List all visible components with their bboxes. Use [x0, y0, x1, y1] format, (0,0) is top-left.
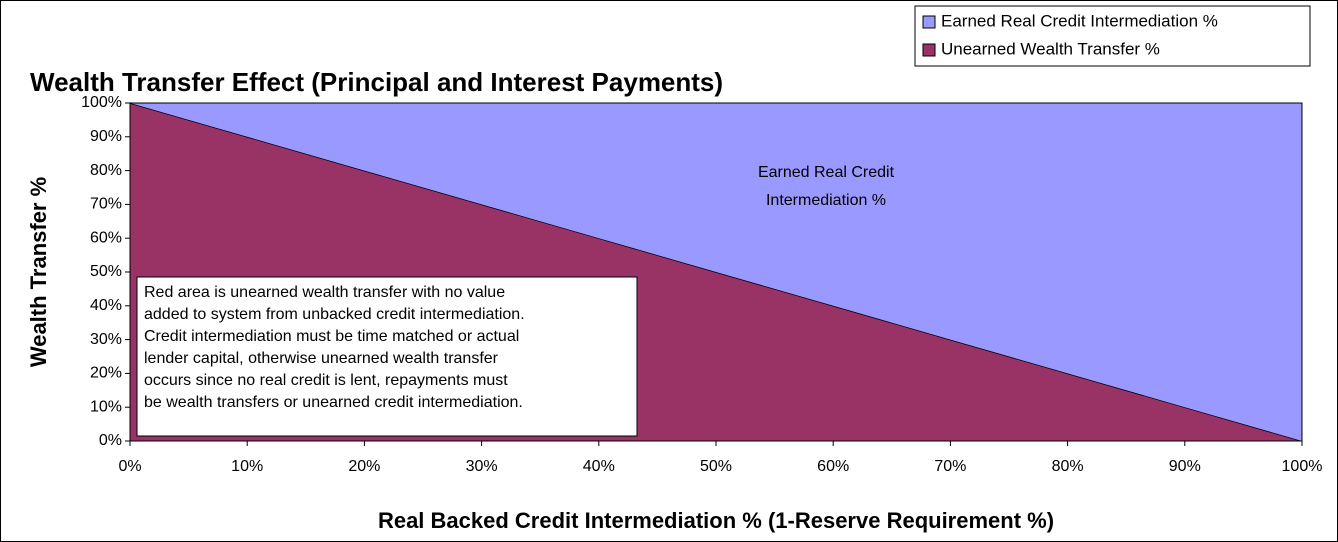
- y-tick-label: 80%: [90, 162, 122, 179]
- x-tick-label: 10%: [231, 458, 263, 475]
- x-tick-label: 60%: [817, 458, 849, 475]
- y-tick-label: 0%: [99, 432, 122, 449]
- x-tick-label: 0%: [118, 458, 141, 475]
- legend-swatch: [922, 43, 936, 57]
- legend-label: Earned Real Credit Intermediation %: [941, 11, 1218, 30]
- annotation-line: be wealth transfers or unearned credit i…: [144, 394, 523, 411]
- legend-box: [914, 5, 1311, 67]
- x-tick-label: 40%: [583, 458, 615, 475]
- y-tick-label: 30%: [90, 331, 122, 348]
- y-tick-label: 70%: [90, 196, 122, 213]
- chart-title: Wealth Transfer Effect (Principal and In…: [30, 67, 723, 97]
- x-tick-label: 100%: [1282, 458, 1323, 475]
- x-tick-label: 90%: [1169, 458, 1201, 475]
- x-tick-label: 30%: [466, 458, 498, 475]
- x-axis-label: Real Backed Credit Intermediation % (1-R…: [378, 508, 1054, 533]
- y-tick-label: 40%: [90, 297, 122, 314]
- annotation-line: added to system from unbacked credit int…: [144, 306, 525, 323]
- x-tick-label: 70%: [934, 458, 966, 475]
- annotation-line: Credit intermediation must be time match…: [144, 328, 519, 345]
- annotation-line: occurs since no real credit is lent, rep…: [144, 372, 508, 389]
- y-axis-label: Wealth Transfer %: [26, 177, 51, 367]
- y-tick-label: 20%: [90, 365, 122, 382]
- y-tick-label: 60%: [90, 229, 122, 246]
- annotation-box: [136, 276, 638, 437]
- annotation-line: Earned Real Credit: [758, 164, 895, 181]
- x-tick-label: 80%: [1052, 458, 1084, 475]
- annotation-line: Red area is unearned wealth transfer wit…: [144, 284, 505, 301]
- y-tick-label: 10%: [90, 398, 122, 415]
- x-tick-label: 20%: [348, 458, 380, 475]
- y-tick-label: 50%: [90, 263, 122, 280]
- annotation-line: Intermediation %: [766, 192, 886, 209]
- y-tick-label: 90%: [90, 128, 122, 145]
- annotation-line: lender capital, otherwise unearned wealt…: [144, 350, 499, 367]
- y-tick-label: 100%: [81, 94, 122, 111]
- area: [130, 103, 1302, 441]
- legend-label: Unearned Wealth Transfer %: [941, 39, 1160, 58]
- x-tick-label: 50%: [700, 458, 732, 475]
- legend-swatch: [922, 15, 936, 29]
